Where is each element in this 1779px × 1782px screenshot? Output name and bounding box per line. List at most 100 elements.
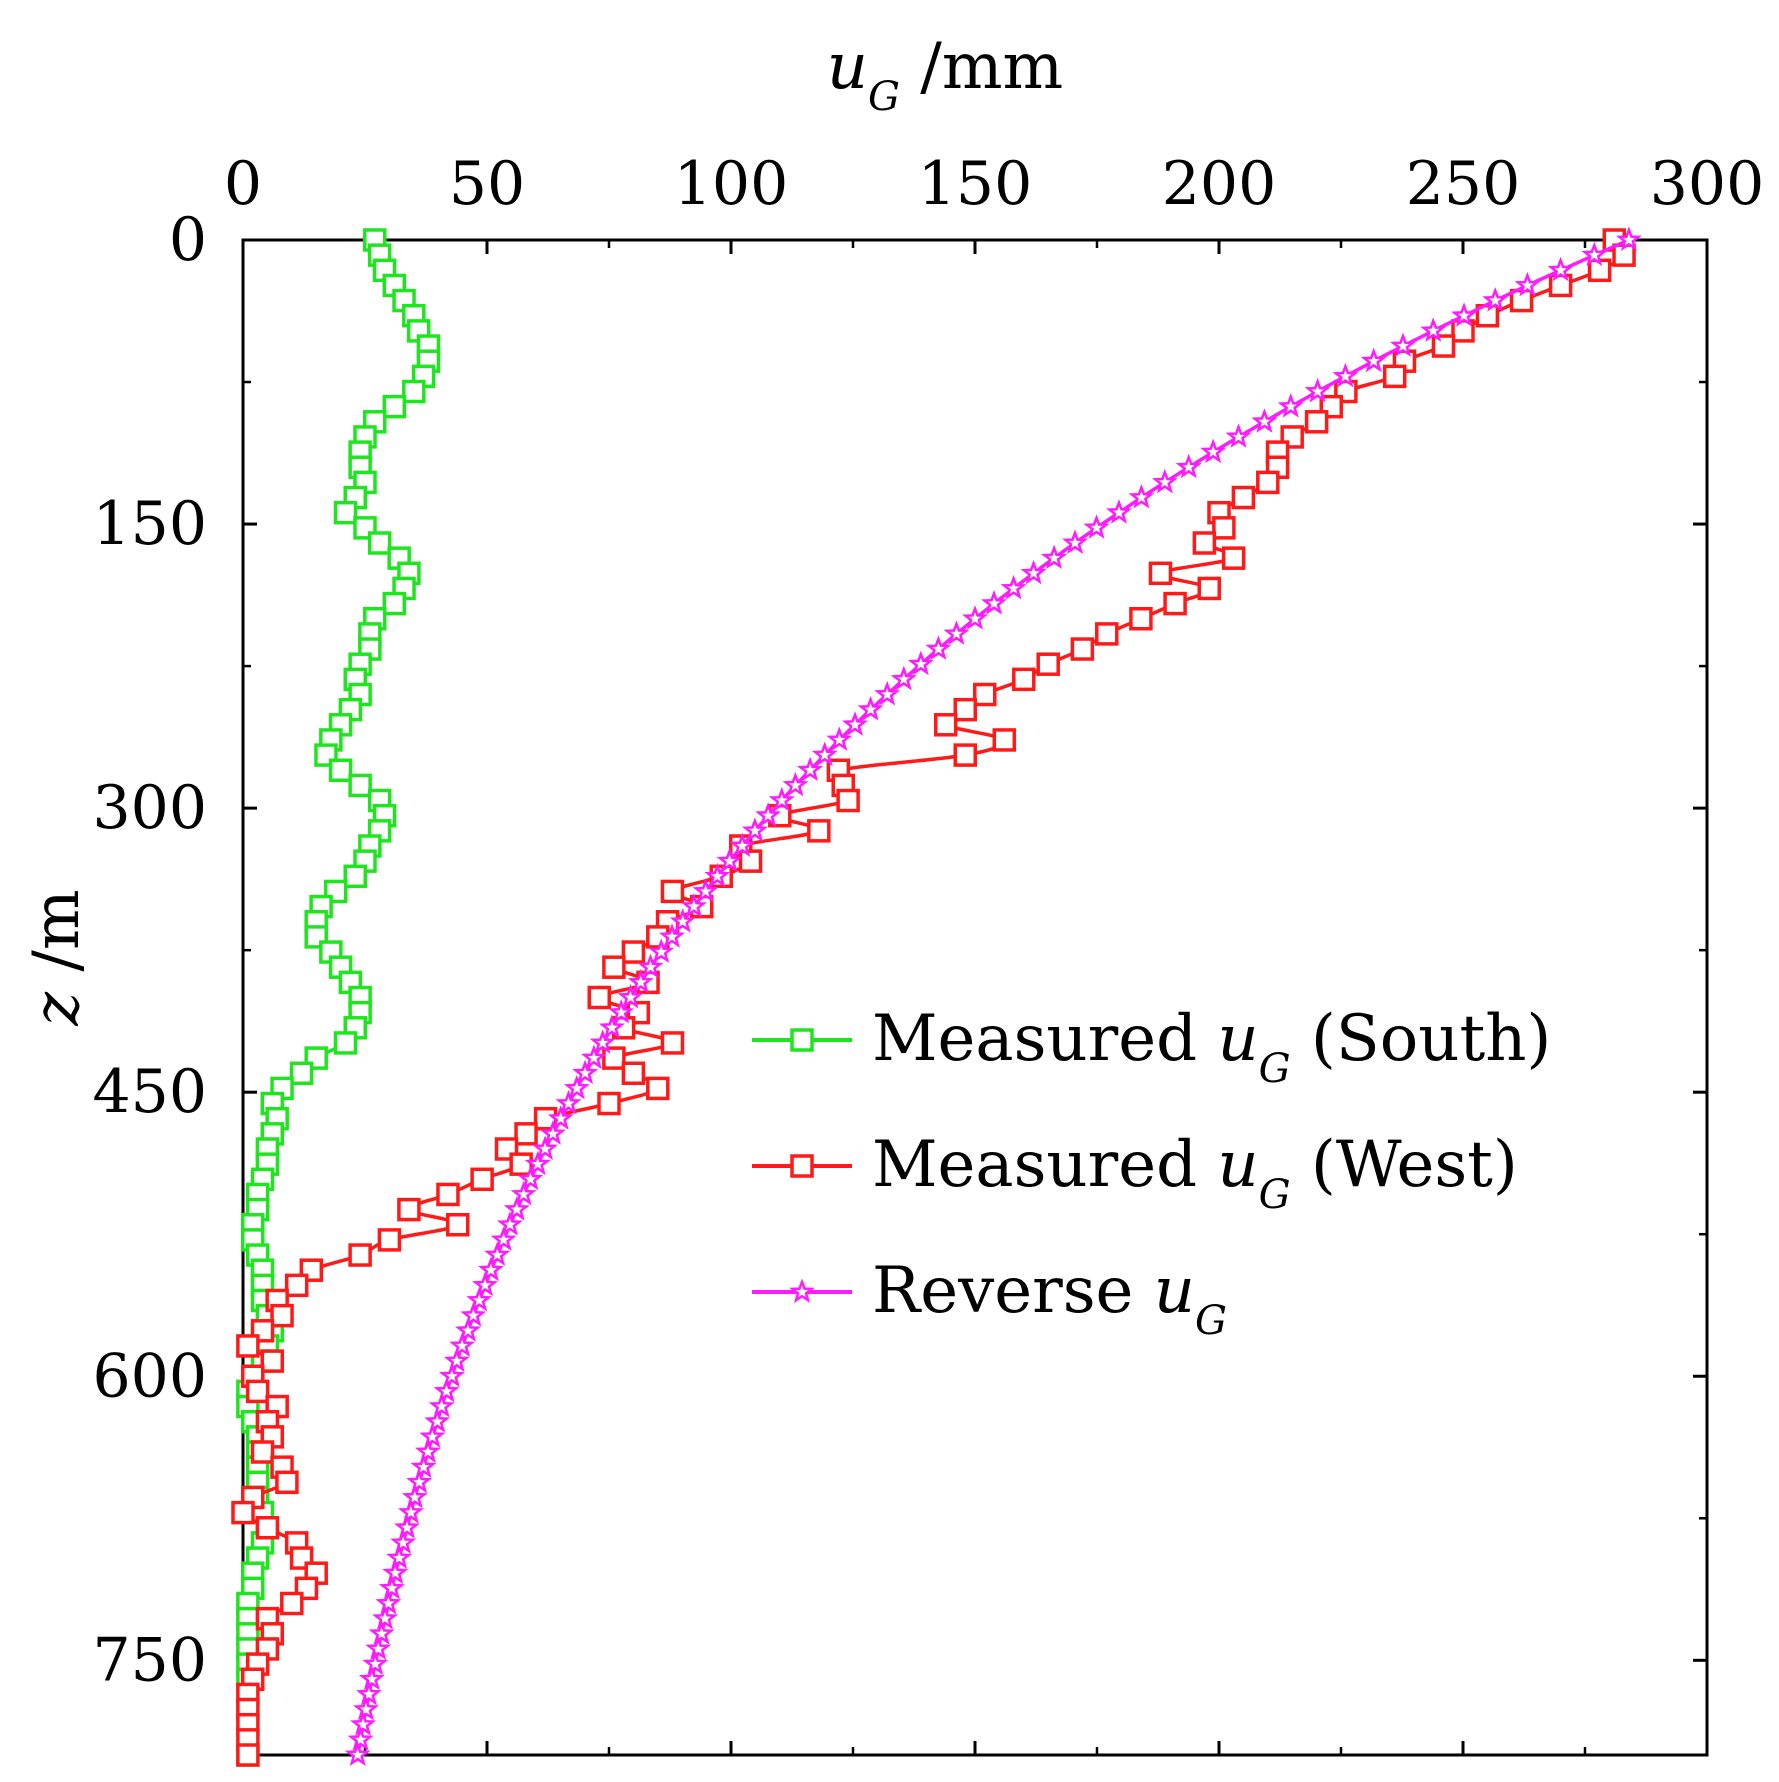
data-point-square (1036, 652, 1060, 676)
data-point-star (599, 1014, 625, 1039)
data-point-star (539, 1120, 566, 1145)
data-point-square (470, 1167, 494, 1192)
data-point-star (826, 726, 853, 751)
x-tick-label: 50 (449, 149, 525, 219)
data-point-star (755, 802, 781, 827)
data-point-star (1482, 287, 1509, 312)
data-point-star (449, 1332, 476, 1357)
data-point-square (738, 849, 763, 873)
data-point-star (484, 1241, 511, 1266)
data-point-square (275, 1470, 299, 1495)
data-point-star (398, 1499, 424, 1524)
y-tick-label: 750 (92, 1625, 207, 1695)
data-point-star (1020, 559, 1047, 585)
data-point-square (284, 1273, 309, 1298)
data-point-star (589, 1029, 616, 1054)
plot-frame (241, 238, 1709, 1757)
data-point-square (1192, 531, 1217, 555)
data-point-square (402, 379, 426, 404)
data-point-square (250, 1440, 275, 1464)
x-tick-label: 300 (1650, 149, 1765, 219)
data-point-square (382, 591, 407, 616)
data-point-star (768, 786, 795, 812)
data-point-square (953, 743, 977, 767)
data-point-star (811, 741, 838, 767)
data-point-star (375, 1589, 402, 1615)
data-point-star (1304, 377, 1331, 403)
data-point-square (836, 788, 860, 813)
data-point-square (1382, 364, 1407, 389)
data-point-square (377, 1228, 402, 1252)
data-point-star (406, 1468, 433, 1494)
data-point-star (358, 1665, 385, 1691)
data-point-star (681, 893, 707, 918)
legend-item-0: Measured uG (South) (752, 1002, 1551, 1092)
data-point-star (1547, 256, 1574, 282)
data-point-star (890, 665, 917, 691)
data-point-star (344, 1741, 371, 1766)
data-point-star (372, 1605, 398, 1630)
data-point-square (660, 1031, 685, 1055)
data-point-square (1304, 410, 1329, 434)
data-point-square (348, 1243, 372, 1267)
axes: 0 50 100 150 200 250 300 0 150 300 450 600 750 uG /mm… (20, 30, 1765, 1757)
data-point-star (410, 1453, 437, 1479)
data-point-star (1514, 271, 1541, 297)
data-point-square (255, 1516, 280, 1540)
data-point-square (1221, 546, 1246, 570)
data-point-square (1256, 470, 1280, 495)
x-tick-label: 0 (224, 149, 262, 219)
data-point-star (925, 635, 952, 660)
data-point-star (669, 908, 696, 933)
data-point-square (587, 985, 611, 1010)
data-point-star (378, 1574, 405, 1600)
data-point-star (386, 1544, 413, 1569)
data-point-star (1420, 317, 1447, 342)
data-point-star (362, 1650, 389, 1676)
data-point-star (1451, 302, 1477, 327)
data-point-star (608, 999, 635, 1024)
data-point-star (433, 1377, 460, 1403)
data-point-star (466, 1286, 493, 1312)
data-point-star (1332, 362, 1359, 388)
data-point-square (1129, 607, 1153, 631)
data-point-star (443, 1347, 470, 1373)
series-layer (231, 226, 1642, 1767)
data-point-star (1128, 484, 1155, 509)
data-point-square (260, 1349, 285, 1373)
legend-item-1: Measured uG (West) (752, 1128, 1518, 1218)
data-point-square (445, 1213, 470, 1237)
data-point-star (428, 1392, 455, 1418)
data-point-star (1041, 544, 1068, 570)
data-point-square (621, 1061, 646, 1085)
data-point-square (1095, 622, 1119, 646)
data-point-star (716, 847, 743, 873)
data-point-square (436, 1182, 460, 1207)
x-axis-title: uG /mm (827, 30, 1063, 120)
data-point-square (602, 1046, 626, 1070)
data-point-star (782, 771, 809, 797)
legend-label: Measured uG (South) (872, 1002, 1551, 1092)
data-point-star (524, 1150, 551, 1176)
data-point-square (1148, 561, 1173, 586)
data-point-star (394, 1514, 420, 1539)
series-2 (344, 226, 1642, 1766)
data-point-square (348, 773, 372, 798)
data-point-star (1225, 423, 1252, 448)
data-point-star (572, 1059, 599, 1085)
data-point-star (438, 1362, 465, 1388)
legend: Measured uG (South) Measured uG (West) Rev… (752, 1002, 1551, 1344)
data-point-star (658, 923, 685, 948)
x-tick-label: 250 (1406, 149, 1521, 219)
data-point-star (1083, 514, 1110, 539)
data-point-star (455, 1317, 481, 1342)
data-point-square (509, 1152, 533, 1176)
data-point-square (333, 1031, 358, 1055)
data-point-star (1000, 574, 1027, 600)
data-point-square (602, 955, 626, 979)
data-point-star (857, 695, 884, 721)
legend-marker (790, 1028, 814, 1052)
data-point-square (328, 758, 353, 782)
data-point-square (514, 1122, 538, 1146)
data-point-square (597, 1091, 621, 1116)
